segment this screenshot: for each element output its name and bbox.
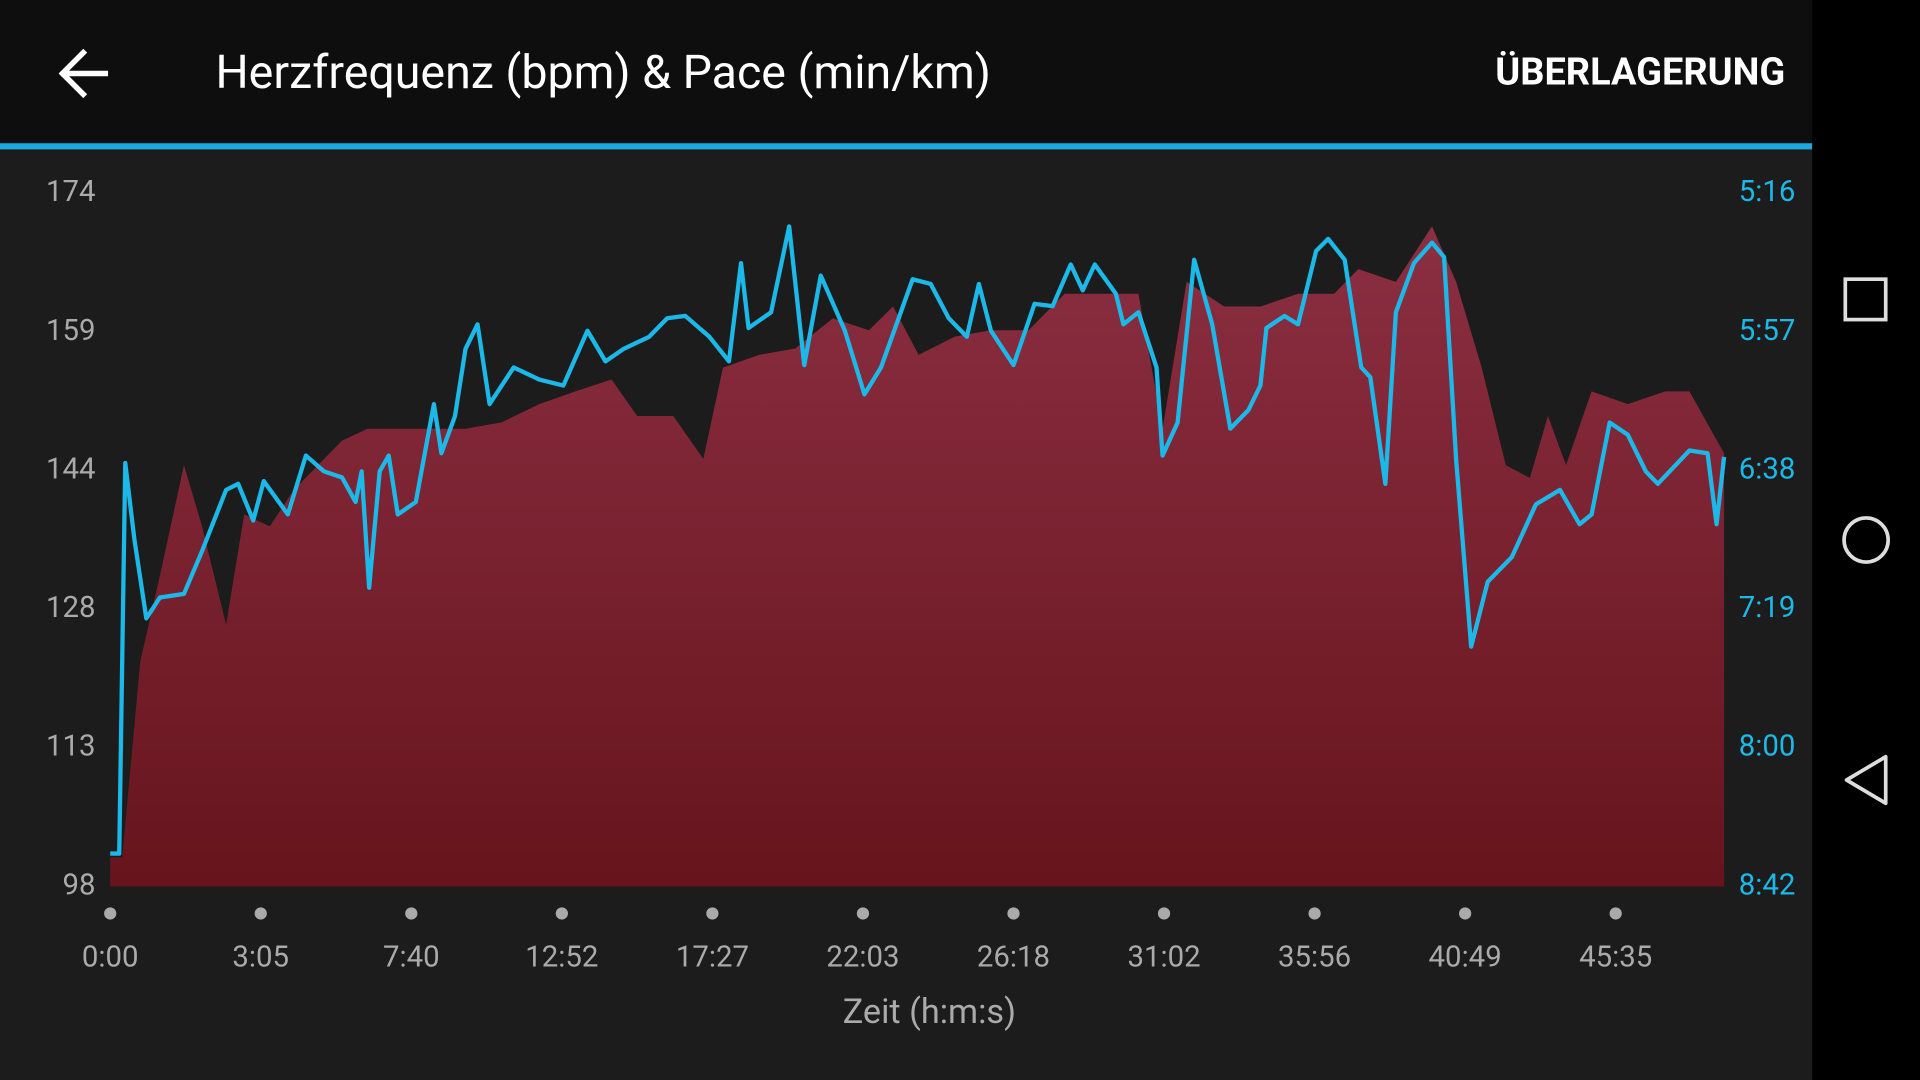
app-bar — [0, 0, 1813, 144]
x-tick-label: 7:40 — [383, 941, 440, 975]
x-tick — [856, 907, 870, 920]
y2-tick-label: 5:16 — [1739, 175, 1796, 209]
x-tick — [1459, 907, 1472, 920]
y-tick-label: 174 — [46, 175, 96, 209]
x-tick-label: 3:05 — [232, 941, 289, 975]
x-tick — [706, 907, 719, 920]
y2-tick-label: 7:19 — [1739, 591, 1796, 625]
x-tick-label: 35:56 — [1278, 941, 1351, 975]
y2-tick-label: 8:42 — [1739, 868, 1796, 902]
nav-bar — [1812, 0, 1920, 1080]
nav-home[interactable] — [1842, 516, 1890, 564]
x-tick — [405, 907, 418, 920]
y2-tick-label: 5:57 — [1739, 314, 1796, 348]
nav-recents[interactable] — [1843, 277, 1888, 322]
heart-rate-area — [110, 226, 1725, 887]
overlay-button[interactable]: ÜBERLAGERUNG — [1495, 50, 1785, 95]
y-tick-label: 98 — [62, 868, 95, 902]
screen-title: Herzfrequenz (bpm) & Pace (min/km) — [216, 46, 991, 100]
back-arrow — [58, 48, 109, 99]
y-tick-label: 144 — [46, 452, 96, 486]
y-tick-label: 159 — [46, 314, 96, 348]
x-tick-label: 31:02 — [1127, 941, 1200, 975]
x-tick — [1007, 907, 1020, 920]
x-tick-label: 40:49 — [1429, 941, 1502, 975]
x-tick-label: 45:35 — [1579, 941, 1652, 975]
back-button[interactable] — [58, 48, 109, 99]
x-tick — [254, 907, 267, 920]
x-tick — [555, 907, 568, 920]
x-tick — [1609, 907, 1622, 920]
y2-tick-label: 6:38 — [1739, 452, 1796, 486]
y-tick-label: 128 — [46, 591, 96, 625]
x-tick — [1308, 907, 1321, 920]
x-tick-label: 17:27 — [676, 941, 749, 975]
app-bar-accent — [0, 143, 1813, 150]
x-tick — [1157, 907, 1171, 920]
y-tick-label: 113 — [46, 730, 96, 764]
x-tick-label: 12:52 — [525, 941, 598, 975]
pace-line — [110, 224, 1727, 856]
x-axis-label: Zeit (h:m:s) — [843, 992, 1016, 1032]
x-tick-label: 0:00 — [82, 941, 139, 975]
x-tick — [104, 907, 117, 920]
chart: 98 113 128 144 159 174 8:42 8:00 7:19 6:38 5:57 5:1… — [46, 175, 1795, 974]
x-tick-label: 26:18 — [977, 941, 1050, 975]
x-tick-label: 22:03 — [826, 941, 899, 975]
nav-back[interactable] — [1844, 754, 1888, 806]
y2-tick-label: 8:00 — [1739, 730, 1796, 764]
